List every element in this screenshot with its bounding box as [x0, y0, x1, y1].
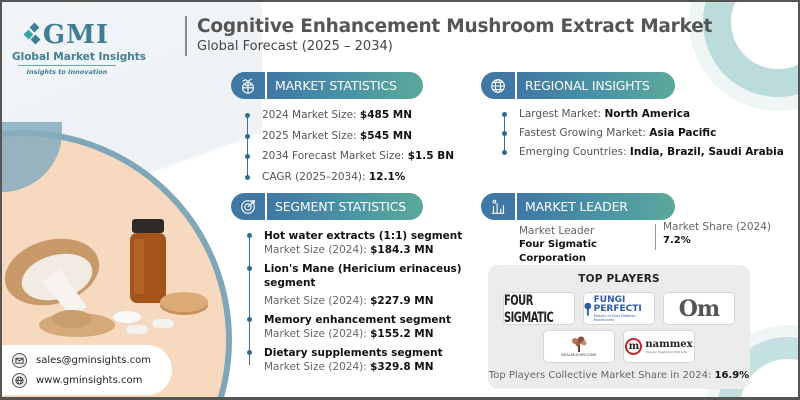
logo-divider — [18, 65, 116, 66]
market-leader-header: MARKET LEADER — [481, 193, 675, 220]
top-players-share: Top Players Collective Market Share in 2… — [488, 370, 750, 381]
tree-icon — [572, 336, 587, 352]
gmi-logo: GMI Global Market Insights Insights to I… — [12, 20, 146, 76]
website-contact[interactable]: www.gminsights.com — [12, 370, 172, 390]
logo-nammex: m nammex Organic Mushroom Extracts — [623, 330, 695, 363]
mushroom-product-image — [4, 219, 208, 337]
segment-statistics-list: Hot water extracts (1:1) segment Market … — [247, 229, 474, 374]
region-item: Largest Market: North America — [502, 105, 784, 124]
logo-diamonds-icon — [23, 22, 41, 46]
segment-item: Dietary supplements segment Market Size … — [247, 346, 474, 374]
page-title: Cognitive Enhancement Mushroom Extract M… — [197, 16, 713, 37]
stat-item: 2034 Forecast Market Size: $1.5 BN — [245, 146, 454, 167]
fungi-mushroom-icon — [584, 302, 592, 316]
leader-divider — [655, 224, 656, 250]
globe-icon — [481, 72, 517, 99]
globe-chart-icon — [231, 72, 267, 99]
logo-text: GMI — [42, 20, 110, 50]
leader-chart-icon — [481, 193, 517, 220]
page-subtitle: Global Forecast (2025 – 2034) — [197, 39, 393, 54]
logo-om-mushroom: Om — [663, 292, 735, 325]
stat-item: 2024 Market Size: $485 MN — [245, 105, 454, 126]
market-statistics-title: MARKET STATISTICS — [267, 72, 423, 99]
segment-item: Hot water extracts (1:1) segment Market … — [247, 229, 474, 257]
regional-insights-list: Largest Market: North America Fastest Gr… — [502, 105, 784, 162]
brand-name: Global Market Insights — [12, 51, 146, 63]
brand-tagline: Insights to Innovation — [26, 68, 108, 76]
segment-item: Memory enhancement segment Market Size (… — [247, 313, 474, 341]
leader-name: Four Sigmatic Corporation — [519, 239, 597, 264]
top-players-card: TOP PLAYERS FOUR SIGMATIC FUNGI PERFECTI… — [488, 265, 750, 389]
leader-name-block: Market Leader Four Sigmatic Corporation — [519, 224, 653, 266]
regional-insights-title: REGIONAL INSIGHTS — [517, 72, 675, 99]
region-item: Emerging Countries: India, Brazil, Saudi… — [502, 143, 784, 162]
website-link[interactable]: www.gminsights.com — [36, 374, 143, 386]
leader-share: 7.2% — [663, 235, 691, 246]
email-contact[interactable]: sales@gminsights.com — [12, 350, 172, 370]
segment-statistics-title: SEGMENT STATISTICS — [267, 193, 423, 220]
market-statistics-header: MARKET STATISTICS — [231, 72, 423, 99]
email-link[interactable]: sales@gminsights.com — [36, 354, 152, 366]
segment-item: Lion's Mane (Hericium erinaceus) segment… — [247, 262, 474, 308]
logo-real-mushrooms: REALMUSHROOMS — [543, 330, 615, 363]
segment-statistics-header: SEGMENT STATISTICS — [231, 193, 423, 220]
stat-item: CAGR (2025–2034): 12.1% — [245, 167, 454, 188]
nammex-mark-icon: m — [625, 338, 643, 355]
header: Cognitive Enhancement Mushroom Extract M… — [185, 16, 712, 56]
regional-insights-header: REGIONAL INSIGHTS — [481, 72, 675, 99]
mail-icon — [12, 352, 27, 368]
logo-fungi-perfecti: FUNGI PERFECTI Makers of Host Defense Mu… — [583, 292, 655, 325]
contact-block: sales@gminsights.com www.gminsights.com — [2, 345, 172, 395]
target-chart-icon — [231, 193, 267, 220]
market-leader-info: Market Leader Four Sigmatic Corporation … — [519, 221, 771, 266]
region-item: Fastest Growing Market: Asia Pacific — [502, 124, 784, 143]
logo-four-sigmatic: FOUR SIGMATIC — [503, 292, 575, 325]
market-statistics-list: 2024 Market Size: $485 MN 2025 Market Si… — [245, 105, 454, 187]
market-leader-title: MARKET LEADER — [517, 193, 675, 220]
web-globe-icon — [12, 372, 27, 388]
stat-item: 2025 Market Size: $545 MN — [245, 126, 454, 147]
leader-share-block: Market Share (2024) 7.2% — [663, 221, 771, 246]
ring-decoration-top-right — [703, 2, 798, 97]
top-players-title: TOP PLAYERS — [578, 273, 660, 285]
